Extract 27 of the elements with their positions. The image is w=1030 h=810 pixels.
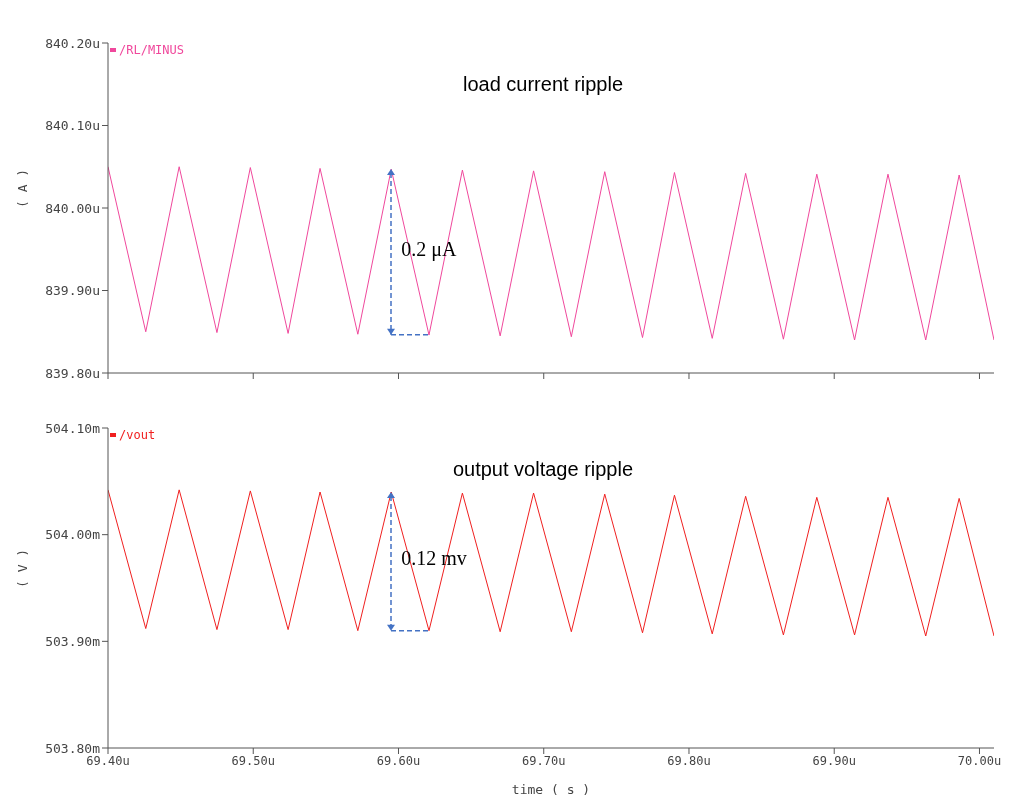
y-axis-title: ( A ) bbox=[14, 168, 30, 208]
y-axis-title: ( V ) bbox=[14, 548, 30, 588]
y-tick-label: 839.90u bbox=[45, 283, 100, 299]
x-tick-label: 69.50u bbox=[231, 753, 275, 768]
x-tick-label: 70.00u bbox=[957, 753, 1002, 768]
annotation: 0.12 mv bbox=[401, 547, 467, 571]
x-tick-label: 69.80u bbox=[667, 753, 711, 768]
y-tick-label: 504.00m bbox=[45, 527, 101, 543]
y-tick-label: 840.20u bbox=[45, 35, 100, 51]
x-tick-label: 69.70u bbox=[522, 753, 566, 768]
line-series bbox=[108, 166, 994, 341]
x-axis-title: time ( s ) bbox=[511, 782, 591, 797]
line-series bbox=[108, 489, 994, 637]
x-tick-label: 69.90u bbox=[812, 753, 856, 768]
x-tick-label: 69.60u bbox=[376, 753, 421, 768]
legend-label: /vout bbox=[119, 428, 156, 442]
legend-label: /RL/MINUS bbox=[119, 43, 185, 57]
annotation: output voltage ripple bbox=[451, 458, 635, 481]
y-tick-label: 840.10u bbox=[45, 118, 100, 134]
annotation: load current ripple bbox=[461, 73, 625, 96]
annotation: 0.2 μA bbox=[401, 238, 457, 262]
y-tick-label: 503.90m bbox=[45, 633, 101, 649]
x-tick-label: 69.40u bbox=[86, 753, 130, 768]
y-tick-label: 840.00u bbox=[45, 200, 100, 216]
y-tick-label: 503.80m bbox=[45, 740, 101, 756]
y-tick-label: 839.80u bbox=[45, 365, 100, 381]
y-tick-label: 504.10m bbox=[45, 420, 101, 436]
